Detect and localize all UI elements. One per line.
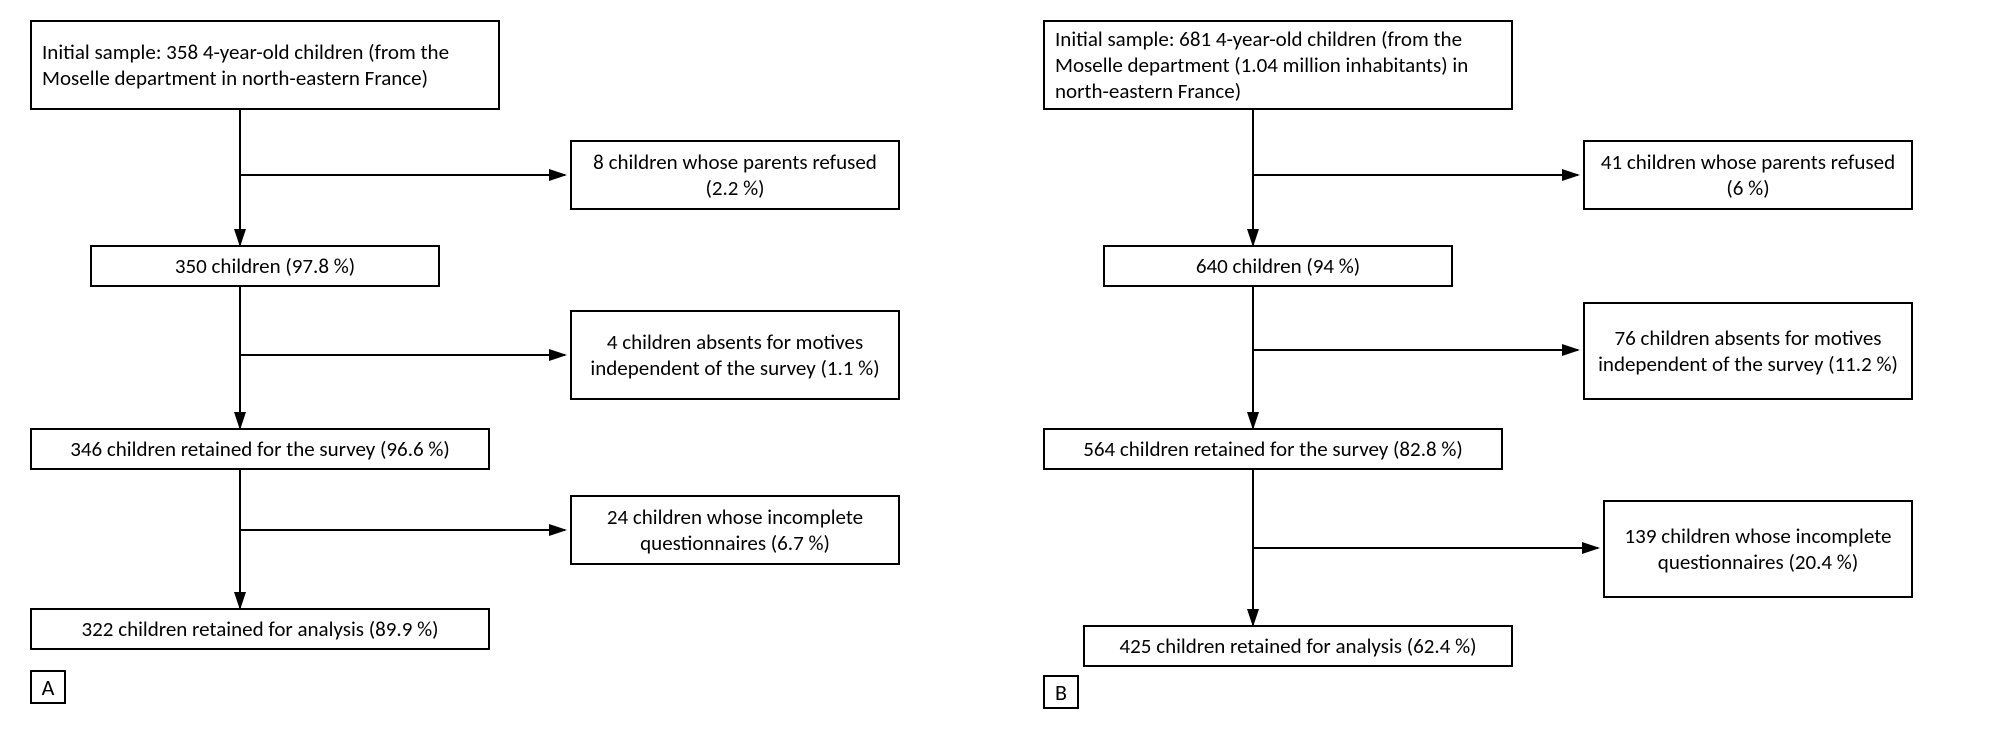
node-a-refused: 8 children whose parents refused (2.2 %)	[570, 140, 900, 210]
node-b-initial: Initial sample: 681 4-year-old children …	[1043, 20, 1513, 110]
node-a-absent: 4 children absents for motives independe…	[570, 310, 900, 400]
node-a-322: 322 children retained for analysis (89.9…	[30, 608, 490, 650]
panel-label-b: B	[1043, 675, 1079, 709]
node-b-425: 425 children retained for analysis (62.4…	[1083, 625, 1513, 667]
node-a-initial: Initial sample: 358 4-year-old children …	[30, 20, 500, 110]
node-b-absent: 76 children absents for motives independ…	[1583, 302, 1913, 400]
flowchart-wrapper: Initial sample: 358 4-year-old children …	[20, 20, 1986, 710]
node-b-564: 564 children retained for the survey (82…	[1043, 428, 1503, 470]
node-b-refused: 41 children whose parents refused (6 %)	[1583, 140, 1913, 210]
panel-label-a: A	[30, 670, 66, 704]
flowchart-panel-b: Initial sample: 681 4-year-old children …	[1033, 20, 1986, 710]
node-a-350: 350 children (97.8 %)	[90, 245, 440, 287]
node-a-incomplete: 24 children whose incomplete questionnai…	[570, 495, 900, 565]
node-b-640: 640 children (94 %)	[1103, 245, 1453, 287]
node-b-incomplete: 139 children whose incomplete questionna…	[1603, 500, 1913, 598]
node-a-346: 346 children retained for the survey (96…	[30, 428, 490, 470]
flowchart-panel-a: Initial sample: 358 4-year-old children …	[20, 20, 973, 710]
